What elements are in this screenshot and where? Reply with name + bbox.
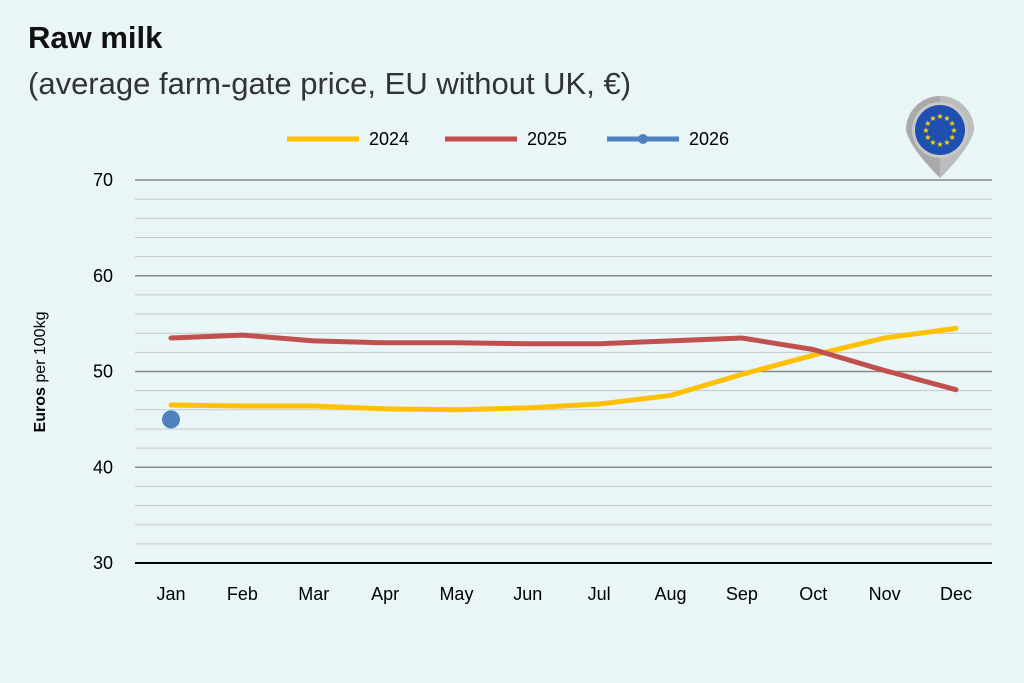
chart-subtitle: (average farm-gate price, EU without UK,…: [28, 66, 632, 101]
legend-item-2026: 2026: [607, 129, 729, 149]
y-tick-label: 40: [93, 457, 113, 477]
legend-label: 2025: [527, 129, 567, 149]
star-icon: ★: [943, 114, 950, 123]
legend-label: 2024: [369, 129, 409, 149]
y-tick-label: 70: [93, 170, 113, 190]
star-icon: ★: [949, 119, 956, 128]
star-icon: ★: [924, 119, 931, 128]
star-icon: ★: [936, 112, 943, 121]
y-tick-label: 50: [93, 362, 113, 382]
x-tick-label: Nov: [869, 584, 901, 604]
legend-item-2024: 2024: [287, 129, 409, 149]
data-point-2026: [162, 410, 180, 429]
y-tick-label: 60: [93, 266, 113, 286]
y-axis-label: Euros per 100kg: [32, 312, 49, 433]
star-icon: ★: [949, 133, 956, 142]
star-icon: ★: [950, 126, 957, 135]
star-icon: ★: [924, 133, 931, 142]
x-tick-label: Oct: [799, 584, 827, 604]
legend-label: 2026: [689, 129, 729, 149]
x-tick-label: May: [439, 584, 473, 604]
x-tick-label: Feb: [227, 584, 258, 604]
x-tick-label: Aug: [655, 584, 687, 604]
x-tick-label: Jan: [156, 584, 185, 604]
legend-item-2025: 2025: [445, 129, 567, 149]
eu-flag-map-pin-icon: ★ ★★★★★★★★★★★: [906, 96, 974, 178]
star-icon: ★: [943, 138, 950, 147]
star-icon: ★: [929, 138, 936, 147]
chart-title: Raw milk: [28, 20, 163, 55]
x-tick-label: Jun: [513, 584, 542, 604]
x-tick-label: Apr: [371, 584, 399, 604]
y-tick-label: 30: [93, 553, 113, 573]
series-line-2025: [168, 332, 959, 393]
star-icon: ★: [929, 114, 936, 123]
x-tick-label: Dec: [940, 584, 972, 604]
star-icon: ★: [936, 140, 943, 149]
x-tick-label: Jul: [588, 584, 611, 604]
x-tick-label: Mar: [298, 584, 329, 604]
x-tick-label: Sep: [726, 584, 758, 604]
legend-marker: [638, 134, 648, 144]
star-icon: ★: [922, 126, 929, 135]
